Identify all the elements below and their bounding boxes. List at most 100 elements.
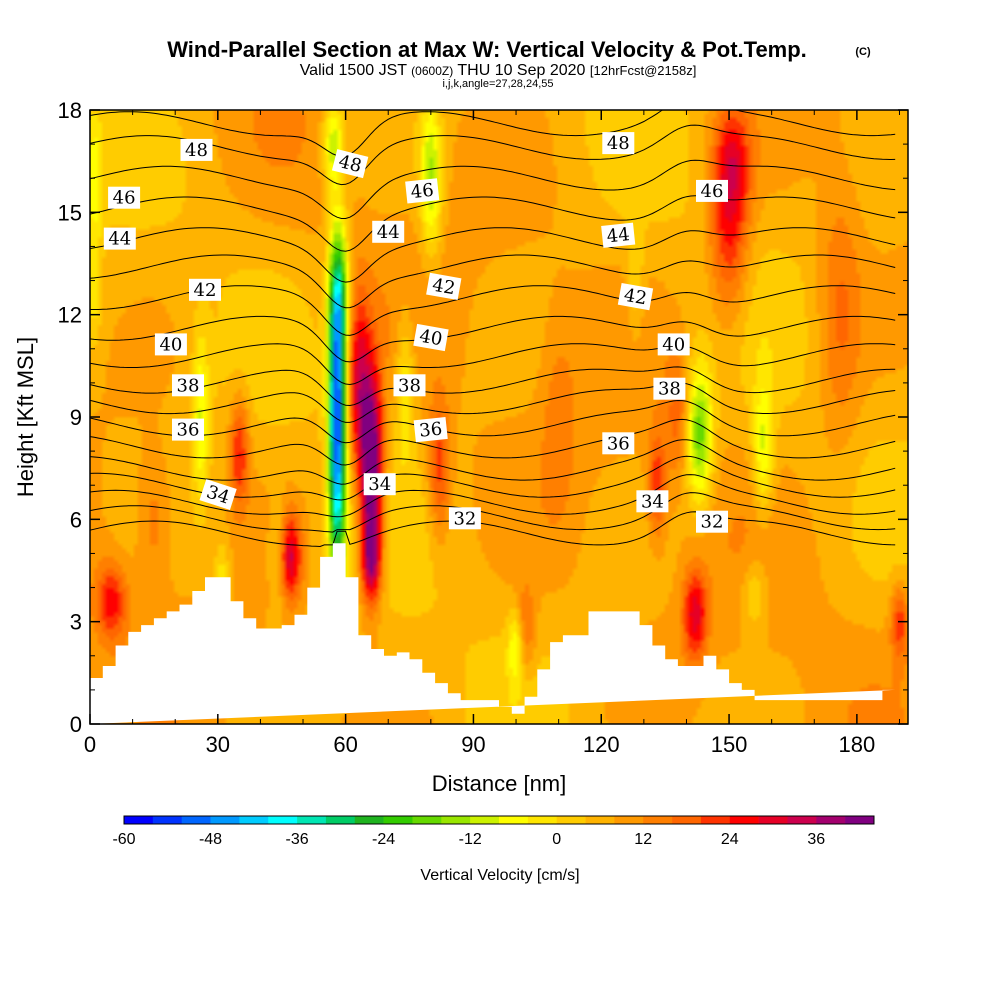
contour-label-text: 42 — [194, 280, 217, 301]
contour-label-box — [617, 283, 654, 311]
theta-contour-46 — [90, 195, 896, 252]
contour-label-box — [372, 220, 405, 243]
y-tick-label: 3 — [70, 610, 82, 635]
contour-label-box — [657, 333, 690, 356]
colorbar-tick-label: 12 — [634, 831, 652, 848]
contour-label: 40 — [154, 333, 187, 356]
contour-label: 34 — [199, 479, 237, 510]
theta-contour-36 — [90, 439, 896, 485]
potential-temperature-contours — [90, 110, 896, 548]
contour-label-text: 38 — [658, 379, 681, 400]
colorbar-swatch — [152, 816, 182, 824]
theta-contour-34 — [90, 474, 896, 518]
valid-z: (0600Z) — [411, 64, 453, 78]
y-tick-label: 6 — [70, 507, 82, 532]
colorbar-swatch — [787, 816, 817, 824]
y-tick-label: 12 — [58, 303, 82, 328]
colorbar-tick-label: -12 — [459, 831, 482, 848]
colorbar-swatch — [556, 816, 586, 824]
contour-label: 46 — [696, 179, 728, 202]
theta-contour-37 — [90, 418, 896, 466]
contour-label-text: 44 — [377, 222, 400, 243]
contour-label: 44 — [601, 222, 636, 248]
contour-label-box — [172, 374, 204, 397]
contour-label: 44 — [103, 227, 136, 250]
contour-label: 38 — [393, 374, 426, 397]
contour-label-text: 46 — [701, 181, 724, 202]
contour-label: 48 — [331, 149, 369, 179]
contour-label-box — [602, 432, 635, 455]
colorbar-tick-label: -60 — [112, 831, 135, 848]
colorbar-tick-label: -24 — [372, 831, 395, 848]
contour-label-box — [180, 138, 213, 161]
contour-label-text: 44 — [606, 224, 631, 247]
x-tick-label: 60 — [333, 732, 357, 757]
colorbar-swatch — [585, 816, 615, 824]
contour-label-box — [636, 490, 669, 513]
colorbar-swatch — [643, 816, 673, 824]
contour-label-box — [103, 227, 136, 250]
colorbar-tick-label: -48 — [199, 831, 222, 848]
colorbar-label: Vertical Velocity [cm/s] — [420, 867, 579, 884]
theta-contour-38 — [90, 399, 896, 444]
colorbar-swatch — [470, 816, 500, 824]
colorbar-tick-label: 36 — [807, 831, 825, 848]
theta-contour-33 — [90, 492, 896, 533]
contour-label-box — [696, 510, 728, 533]
contour-label-box — [189, 278, 221, 301]
chart-title: Wind-Parallel Section at Max W: Vertical… — [167, 37, 807, 62]
colorbar-swatch — [412, 816, 442, 824]
contour-label-text: 44 — [108, 229, 131, 250]
theta-contour-44 — [90, 254, 896, 309]
theta-contour-43 — [90, 285, 896, 336]
contour-label-text: 40 — [662, 334, 685, 355]
contour-label-box — [405, 178, 440, 204]
x-tick-label: 0 — [84, 732, 96, 757]
x-tick-label: 120 — [583, 732, 620, 757]
contour-label-box — [601, 222, 636, 248]
contour-label-text: 36 — [607, 433, 630, 454]
contour-label-text: 48 — [607, 133, 630, 154]
theta-contour-47 — [90, 159, 896, 219]
contour-label-text: 42 — [431, 275, 457, 300]
contour-label-text: 36 — [418, 418, 443, 441]
contour-label-box — [653, 377, 686, 400]
contour-label: 32 — [448, 507, 481, 530]
colorbar-swatch — [210, 816, 240, 824]
contour-label-box — [448, 507, 481, 530]
contour-label-box — [108, 186, 141, 209]
contour-label-text: 46 — [113, 188, 136, 209]
valid-time-label: Valid 1500 JST (0600Z) THU 10 Sep 2020 [… — [300, 62, 697, 79]
y-tick-label: 18 — [58, 98, 82, 123]
colorbar-swatch — [441, 816, 471, 824]
valid-date: THU 10 Sep 2020 — [457, 62, 585, 79]
contour-label: 34 — [636, 490, 669, 513]
contour-label: 34 — [363, 473, 396, 496]
contour-label-text: 34 — [641, 491, 664, 512]
x-tick-label: 150 — [711, 732, 748, 757]
contour-label-text: 48 — [185, 140, 208, 161]
chart-title-unit: (C) — [855, 46, 871, 58]
colorbar-swatch — [700, 816, 731, 824]
x-tick-label: 90 — [461, 732, 485, 757]
contour-label: 42 — [426, 272, 462, 301]
y-tick-label: 0 — [70, 712, 82, 737]
contour-labels: 48 48 48 46 46 46 44 44 44 42 42 42 40 40 40 38 38 38 36 36… — [103, 132, 728, 533]
contour-label-text: 46 — [410, 180, 435, 203]
contour-label-text: 36 — [177, 420, 200, 441]
theta-contour-41 — [90, 343, 896, 386]
colorbar-swatch — [239, 816, 269, 824]
theta-contour-39 — [90, 382, 896, 423]
contour-label-box — [413, 323, 449, 352]
contour-label-box — [199, 479, 237, 510]
x-axis-label: Distance [nm] — [432, 771, 567, 796]
y-tick-label: 9 — [70, 405, 82, 430]
theta-contour-42 — [90, 315, 896, 363]
colorbar-swatch — [499, 816, 529, 824]
colorbar-swatch — [845, 816, 875, 824]
contour-label: 40 — [657, 333, 690, 356]
colorbar-swatch — [614, 816, 644, 824]
contour-label: 48 — [602, 132, 635, 155]
colorbar-tick-label: 24 — [721, 831, 739, 848]
